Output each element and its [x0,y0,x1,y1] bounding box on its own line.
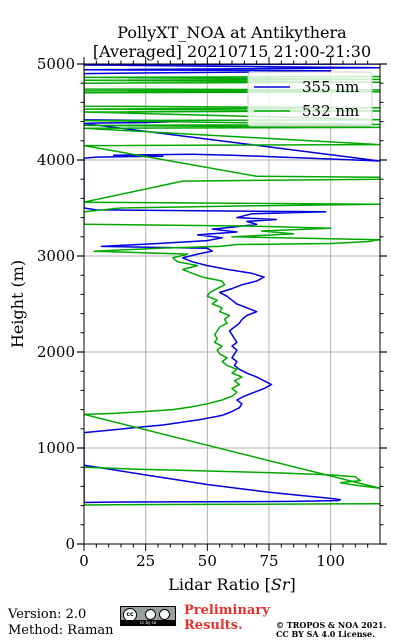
preliminary-line2: Results. [184,618,243,633]
legend: 355 nm 532 nm [247,71,373,127]
plot-area: 355 nm 532 nm 0 25 50 75 1000100020003000400… [37,55,387,570]
y-tick-label: 3000 [37,247,75,265]
legend-label-532: 532 nm [302,102,359,120]
series-layer [84,64,380,506]
series-group [84,64,380,506]
chart-title-line2: [Averaged] 20210715 21:00-21:30 [93,42,371,61]
preliminary-line1: Preliminary [184,603,270,618]
cc-badge-label: cc by sa [121,620,175,625]
y-tick-label: 0 [65,535,75,553]
x-tick-label: 50 [198,552,217,570]
y-tick-label: 1000 [37,439,75,457]
gridlines [84,64,380,544]
legend-label-355: 355 nm [302,78,359,96]
version-text: Version: 2.0 [8,607,87,622]
x-axis-label: Lidar Ratio [Sr] [168,575,296,594]
x-tick-label: 100 [316,552,345,570]
copyright-line2: CC BY SA 4.0 License. [276,629,375,639]
y-tick-label: 2000 [37,343,75,361]
method-text: Method: Raman [8,623,114,638]
x-tick-label: 0 [79,552,89,570]
cc-license-badge[interactable]: cc cc by sa [120,606,176,626]
x-tick-label: 75 [259,552,278,570]
series-line-532-nm [84,75,380,506]
copyright-line1: © TROPOS & NOA 2021. [276,620,387,630]
y-axis-label: Height (m) [8,260,27,348]
y-tick-label: 4000 [37,151,75,169]
by-icon [145,609,156,620]
x-tick-label: 25 [136,552,155,570]
sa-icon [159,609,170,620]
y-tick-label: 5000 [37,55,75,73]
legend-box [247,71,373,127]
series-line-355-nm [84,64,380,504]
chart-title-line1: PollyXT_NOA at Antikythera [117,23,347,42]
